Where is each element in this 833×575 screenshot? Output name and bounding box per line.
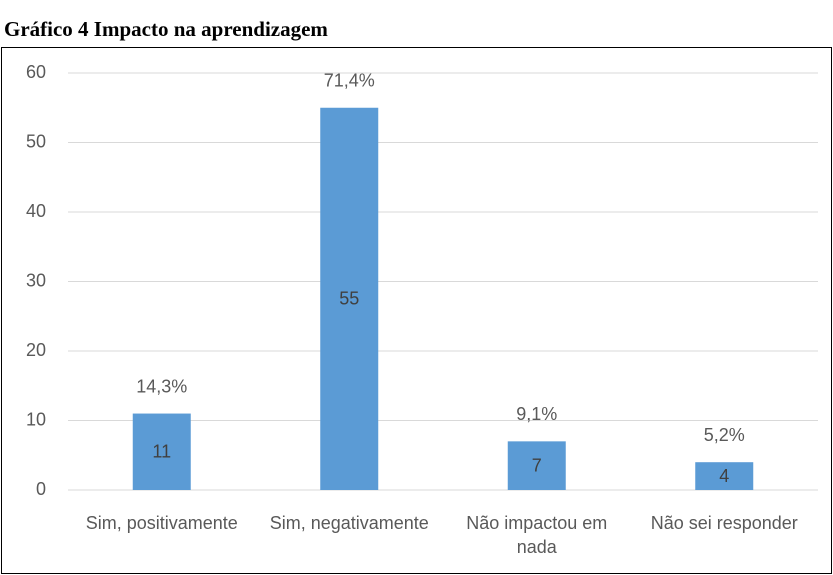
bar [695,462,754,490]
value-label: 55 [339,289,359,309]
bar [320,107,379,490]
chart-title: Gráfico 4 Impacto na aprendizagem [4,17,328,41]
y-tick-label: 10 [26,409,46,429]
x-tick-label: Não impactou em nada [466,513,608,557]
y-tick-label: 0 [36,479,46,499]
value-label: 7 [532,455,542,475]
y-tick-label: 60 [26,62,46,82]
value-label: 4 [719,466,729,486]
y-tick-label: 50 [26,131,46,151]
bar [132,413,191,490]
annotation: 71,4% [324,71,375,91]
value-label: 11 [152,442,171,462]
y-tick-label: 30 [26,270,46,290]
annotation: 9,1% [516,404,557,424]
annotation: 5,2% [704,425,745,445]
annotation: 14,3% [136,376,187,396]
y-tick-label: 40 [26,201,46,221]
x-tick-label: Sim, positivamente [85,513,238,533]
x-tick-label: Sim, negativamente [269,513,429,533]
x-tick-label: Não sei responder [650,513,798,533]
chart-frame [1,47,832,574]
y-tick-label: 20 [26,340,46,360]
bar [507,441,566,490]
